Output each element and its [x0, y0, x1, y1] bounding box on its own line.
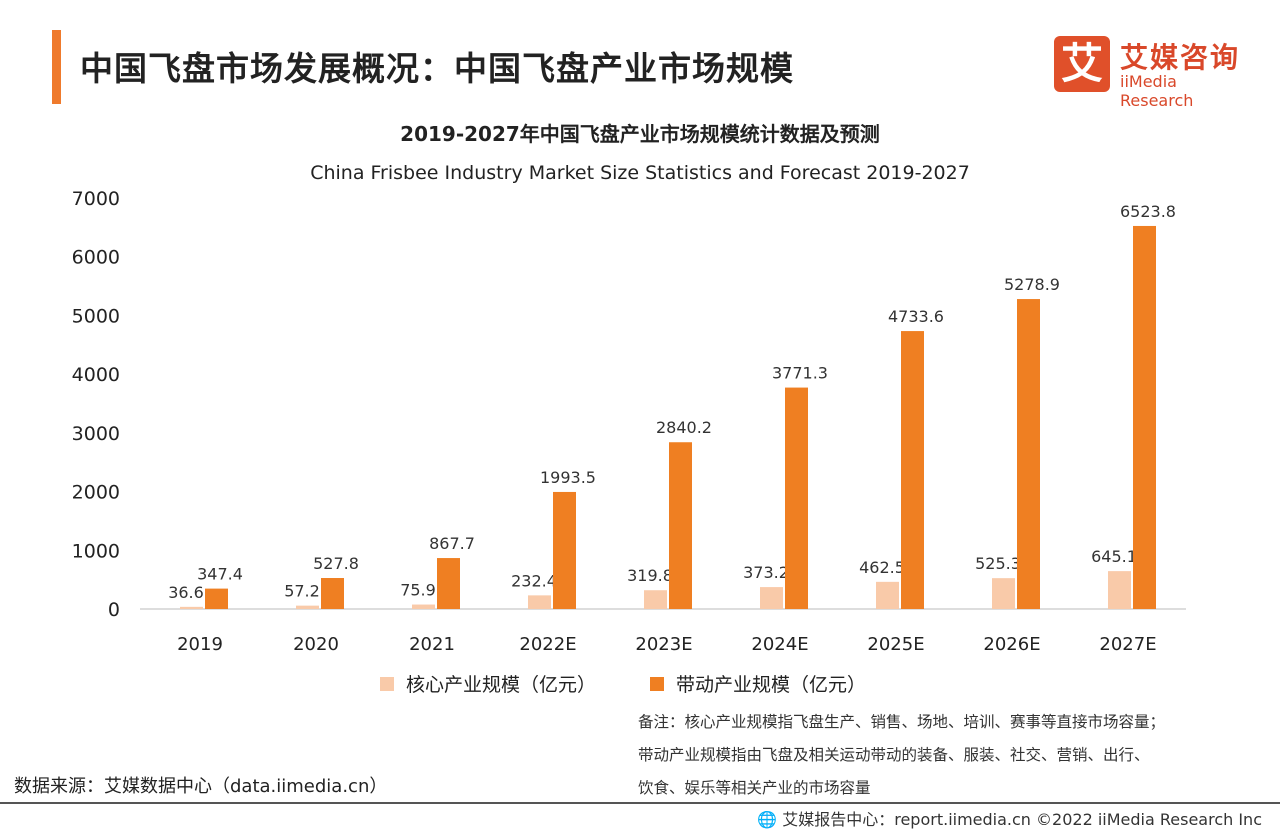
chart-title: 2019-2027年中国飞盘产业市场规模统计数据及预测: [400, 122, 880, 146]
y-tick-label: 6000: [72, 247, 120, 269]
x-tick-label: 2026E: [983, 634, 1040, 655]
x-tick-label: 2022E: [519, 634, 576, 655]
x-tick-label: 2019: [177, 634, 223, 655]
x-tick-label: 2024E: [751, 634, 808, 655]
bar-core: [180, 606, 203, 609]
data-label-core: 373.2: [743, 563, 789, 582]
bar-core: [992, 578, 1015, 609]
bar-driven: [437, 558, 460, 609]
y-tick-label: 2000: [72, 482, 120, 504]
data-label-core: 57.2: [284, 582, 320, 601]
logo-icon: 艾: [1054, 36, 1110, 92]
data-label-core: 462.5: [859, 558, 905, 577]
data-label-core: 232.4: [511, 571, 557, 590]
data-label-driven: 1993.5: [540, 468, 596, 487]
data-label-driven: 347.4: [197, 565, 243, 584]
data-label-core: 75.9: [400, 581, 436, 600]
bar-core: [412, 604, 435, 609]
y-tick-label: 5000: [72, 305, 120, 327]
x-tick-label: 2027E: [1099, 634, 1156, 655]
data-label-driven: 527.8: [313, 554, 359, 573]
title-accent-bar: [52, 30, 61, 104]
note-line: 饮食、娱乐等相关产业的市场容量: [638, 779, 871, 797]
y-tick-label: 1000: [72, 540, 120, 562]
data-label-driven: 4733.6: [888, 307, 944, 326]
data-label-core: 645.1: [1091, 547, 1137, 566]
x-tick-label: 2021: [409, 634, 455, 655]
x-tick-label: 2023E: [635, 634, 692, 655]
y-tick-label: 7000: [72, 188, 120, 210]
data-label-driven: 6523.8: [1120, 202, 1176, 221]
bar-driven: [1017, 299, 1040, 609]
logo-text-en: iiMedia Research: [1120, 72, 1194, 110]
legend-swatch-driven: [650, 676, 664, 691]
y-tick-label: 0: [108, 599, 120, 621]
bar-driven: [553, 491, 576, 609]
x-tick-label: 2025E: [867, 634, 924, 655]
data-label-core: 319.8: [627, 566, 673, 585]
bar-driven: [669, 442, 692, 609]
data-label-driven: 2840.2: [656, 418, 712, 437]
y-tick-label: 4000: [72, 364, 120, 386]
legend-label-core: 核心产业规模（亿元）: [406, 674, 597, 696]
bar-driven: [205, 588, 228, 609]
note: 备注：核心产业规模指飞盘生产、销售、场地、培训、赛事等直接市场容量； 带动产业规…: [638, 706, 1165, 805]
footer-text: 艾媒报告中心：report.iimedia.cn ©2022 iiMedia R…: [782, 810, 1262, 829]
legend-item-driven: 带动产业规模（亿元）: [650, 670, 866, 697]
bar-core: [876, 581, 899, 609]
bar-core: [1108, 571, 1131, 609]
footer: 🌐 艾媒报告中心：report.iimedia.cn ©2022 iiMedia…: [757, 806, 1262, 830]
chart-subtitle: China Frisbee Industry Market Size Stati…: [310, 162, 970, 184]
legend-swatch-core: [380, 676, 394, 691]
data-label-core: 525.3: [975, 554, 1021, 573]
globe-icon: 🌐: [757, 810, 783, 829]
legend-label-driven: 带动产业规模（亿元）: [676, 674, 867, 696]
note-line: 备注：核心产业规模指飞盘生产、销售、场地、培训、赛事等直接市场容量；: [638, 713, 1166, 731]
bar-driven: [785, 387, 808, 609]
data-label-core: 36.6: [168, 583, 204, 602]
legend-item-core: 核心产业规模（亿元）: [380, 670, 596, 697]
bar-driven: [1133, 225, 1156, 609]
bar-core: [644, 590, 667, 609]
data-label-driven: 867.7: [429, 534, 475, 553]
data-label-driven: 5278.9: [1004, 275, 1060, 294]
data-source: 数据来源：艾媒数据中心（data.iimedia.cn）: [14, 776, 388, 797]
note-line: 带动产业规模指由飞盘及相关运动带动的装备、服装、社交、营销、出行、: [638, 746, 1150, 764]
bar-driven: [321, 578, 344, 609]
y-tick-label: 3000: [72, 423, 120, 445]
logo-text-cn: 艾媒咨询: [1120, 41, 1241, 74]
bar-core: [528, 595, 551, 609]
logo: 艾 艾媒咨询 iiMedia Research: [1054, 36, 1254, 110]
bar-core: [760, 587, 783, 609]
footer-divider: [0, 802, 1280, 804]
bar-core: [296, 605, 319, 609]
data-label-driven: 3771.3: [772, 364, 828, 383]
bar-driven: [901, 331, 924, 609]
page-title: 中国飞盘市场发展概况：中国飞盘产业市场规模: [80, 49, 794, 88]
x-tick-label: 2020: [293, 634, 339, 655]
